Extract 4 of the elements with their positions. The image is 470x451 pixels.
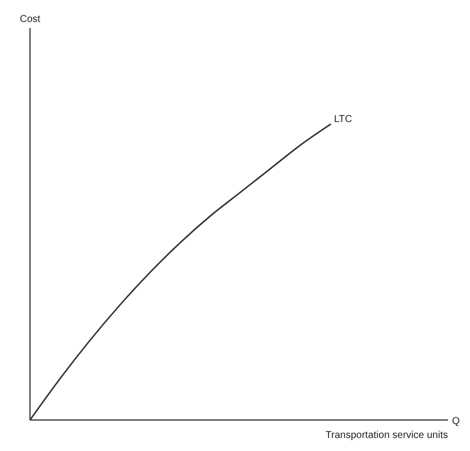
series-label: LTC [334,114,352,125]
text: Q [452,416,460,427]
text: Cost [20,14,40,25]
x-axis-title: Transportation service units [326,430,448,441]
